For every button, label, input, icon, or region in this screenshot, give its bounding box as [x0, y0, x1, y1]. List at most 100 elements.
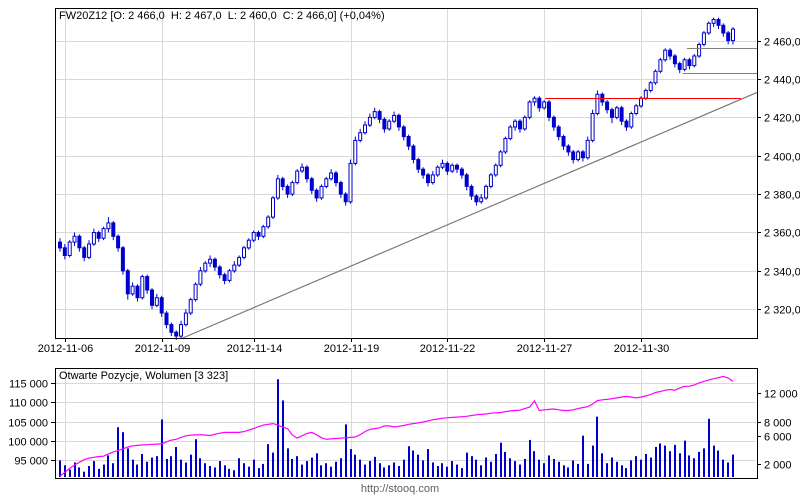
- volume-bar: [262, 463, 264, 477]
- price-tick-label: 2 320,0: [764, 305, 800, 317]
- volume-bar: [437, 466, 439, 477]
- candle: [382, 118, 387, 130]
- candle: [106, 222, 111, 230]
- candle: [324, 178, 329, 188]
- candle: [488, 174, 493, 187]
- candle: [392, 114, 397, 122]
- candle: [619, 107, 624, 122]
- price-axis: 2 460,0 2 440,0 2 420,0 2 400,0 2 380,0 2 360…: [56, 37, 800, 317]
- volume-bar: [669, 451, 671, 477]
- candle: [479, 197, 484, 203]
- date-tick-label: 2012-11-22: [420, 343, 475, 355]
- candle: [309, 178, 314, 191]
- volume-bar: [199, 458, 201, 477]
- volume-bar: [340, 458, 342, 477]
- volume-tick-label: 6 000: [764, 432, 792, 444]
- volume-bar: [103, 464, 105, 477]
- volume-bar: [228, 468, 230, 477]
- candle: [653, 70, 658, 84]
- candle: [677, 63, 682, 70]
- candle: [595, 93, 600, 115]
- volume-bar: [490, 461, 492, 477]
- candle: [300, 166, 305, 172]
- candle: [87, 243, 92, 258]
- candle: [343, 193, 348, 203]
- candle: [125, 270, 130, 295]
- candle: [571, 151, 576, 161]
- candles-group: [58, 17, 735, 340]
- candle: [116, 235, 121, 249]
- candle: [590, 113, 595, 141]
- candle: [217, 266, 222, 276]
- candle: [435, 166, 440, 176]
- candle: [120, 247, 125, 272]
- volume-bar: [369, 461, 371, 477]
- volume-bar: [379, 463, 381, 477]
- op-tick-label: 95 000: [14, 456, 48, 468]
- candle: [271, 197, 275, 218]
- candle: [246, 239, 251, 249]
- candle: [179, 324, 183, 337]
- candle: [150, 289, 154, 306]
- volume-bar: [325, 463, 327, 477]
- volume-bar: [514, 461, 516, 477]
- date-tick-label: 2012-11-06: [38, 343, 93, 355]
- volume-bar: [354, 454, 356, 477]
- volume-bar: [635, 456, 637, 477]
- candle: [242, 247, 246, 258]
- volume-bar: [277, 379, 279, 477]
- volume-bar: [611, 457, 613, 477]
- candle: [275, 178, 280, 199]
- volume-bar: [301, 464, 303, 477]
- volume-bar: [253, 459, 255, 477]
- candle: [522, 116, 527, 130]
- volume-bar: [529, 439, 531, 477]
- candle: [672, 55, 677, 65]
- volume-bar: [592, 445, 594, 477]
- volume-bar: [83, 471, 85, 477]
- candle: [639, 97, 643, 107]
- volume-bar: [480, 465, 482, 477]
- volume-bar: [640, 459, 642, 477]
- candle: [527, 101, 532, 118]
- candle: [537, 97, 542, 109]
- volume-bar: [553, 458, 555, 477]
- date-tick-label: 2012-11-27: [517, 343, 572, 355]
- candle: [285, 185, 290, 195]
- candle: [585, 139, 590, 159]
- candle: [634, 105, 639, 115]
- candle: [183, 312, 188, 326]
- volume-bar: [98, 468, 100, 477]
- open-positions-axis: 115 000 110 000 105 000 100 000 95 000: [8, 379, 756, 468]
- candle: [430, 174, 435, 184]
- volume-bar: [122, 432, 124, 477]
- candle: [697, 44, 702, 57]
- volume-bar: [170, 456, 172, 477]
- volume-tick-label: 12 000: [764, 389, 798, 401]
- candle: [329, 172, 334, 180]
- candle: [532, 97, 537, 103]
- volume-bar: [461, 468, 463, 477]
- candle: [377, 111, 382, 120]
- op-tick-label: 100 000: [8, 437, 48, 449]
- date-tick-label: 2012-11-09: [135, 343, 190, 355]
- volume-bar: [175, 446, 177, 477]
- candle: [295, 170, 300, 184]
- candle: [72, 235, 77, 243]
- volume-bar: [567, 467, 569, 477]
- date-tick-label: 2012-11-30: [614, 343, 669, 355]
- volume-bar: [441, 463, 443, 477]
- volume-bar: [388, 465, 390, 477]
- candle: [513, 120, 518, 128]
- volume-bar: [161, 419, 163, 477]
- candle: [256, 232, 261, 237]
- candle: [159, 297, 164, 314]
- candle: [82, 247, 87, 258]
- volume-bar: [306, 461, 308, 477]
- volume-bar: [180, 459, 182, 477]
- volume-bar: [427, 449, 429, 477]
- volume-bar: [451, 461, 453, 477]
- volume-bar: [383, 467, 385, 477]
- volume-bar: [64, 465, 66, 477]
